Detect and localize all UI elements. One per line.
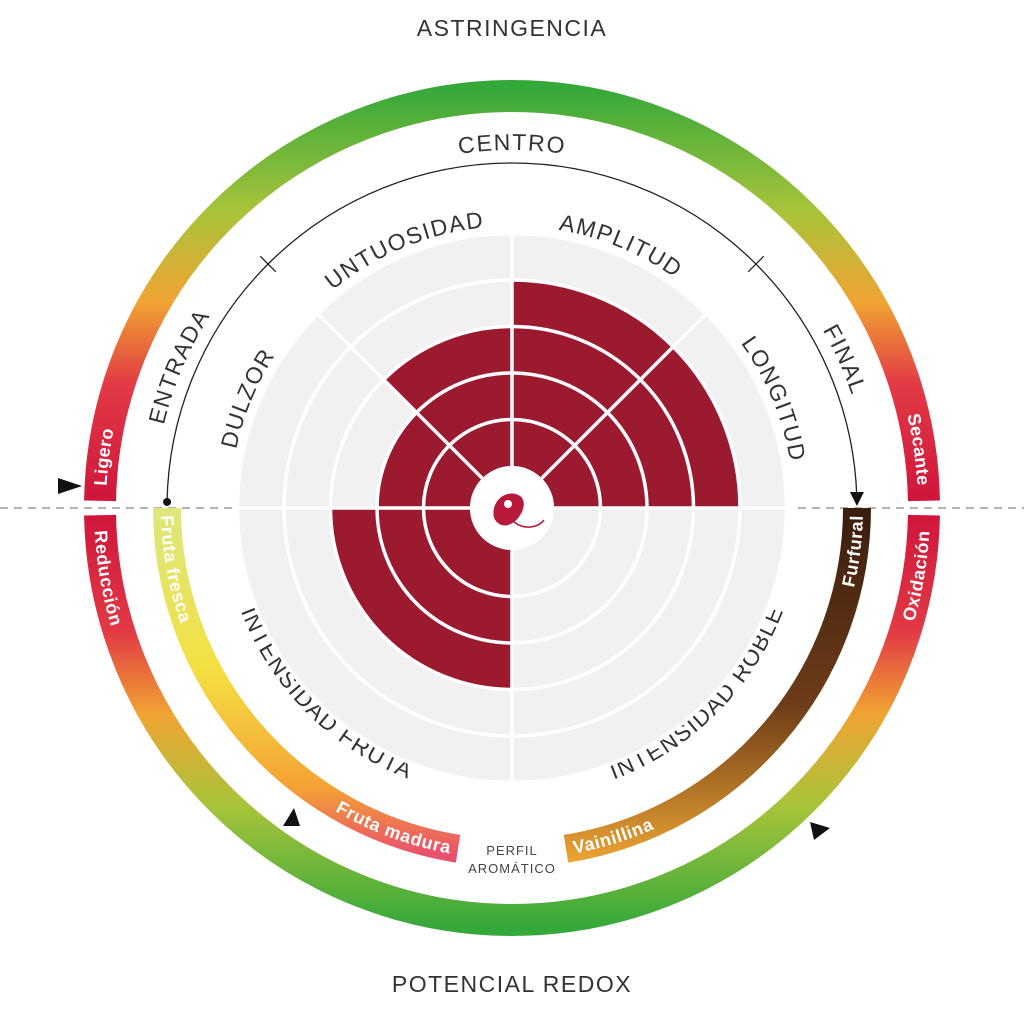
mouth-start — [163, 497, 172, 506]
logo-eye — [504, 500, 512, 508]
spoke — [540, 308, 712, 480]
logo-tail — [513, 519, 545, 528]
mouth-tick — [259, 255, 277, 273]
mouth-label: CENTRO — [456, 129, 567, 159]
mouth-label: FINAL — [818, 320, 870, 398]
marker — [58, 478, 82, 494]
spoke — [312, 308, 484, 480]
segment — [383, 326, 512, 479]
center-label: PERFIL — [486, 843, 538, 858]
title-top: ASTRINGENCIA — [417, 15, 608, 41]
segment — [377, 412, 483, 508]
marker — [283, 808, 300, 826]
mouth-label: FINAL — [818, 320, 872, 398]
mouth-arrow — [849, 491, 864, 506]
fruit-label: Fruta fresca — [157, 515, 196, 626]
fruit-label: Fruta fresca — [157, 515, 196, 626]
mouth-tick — [747, 255, 765, 273]
center-label: AROMÁTICO — [468, 861, 556, 876]
mouth-arc — [166, 162, 858, 502]
oak-arc — [563, 507, 871, 863]
fruit-arc — [153, 507, 461, 863]
title-bottom: POTENCIAL REDOX — [392, 971, 632, 997]
marker — [810, 822, 830, 840]
astringency-ring — [84, 80, 940, 502]
segment — [330, 508, 512, 690]
mouth-label: CENTRO — [456, 129, 566, 159]
redox-ring — [84, 514, 940, 936]
logo — [493, 493, 524, 526]
